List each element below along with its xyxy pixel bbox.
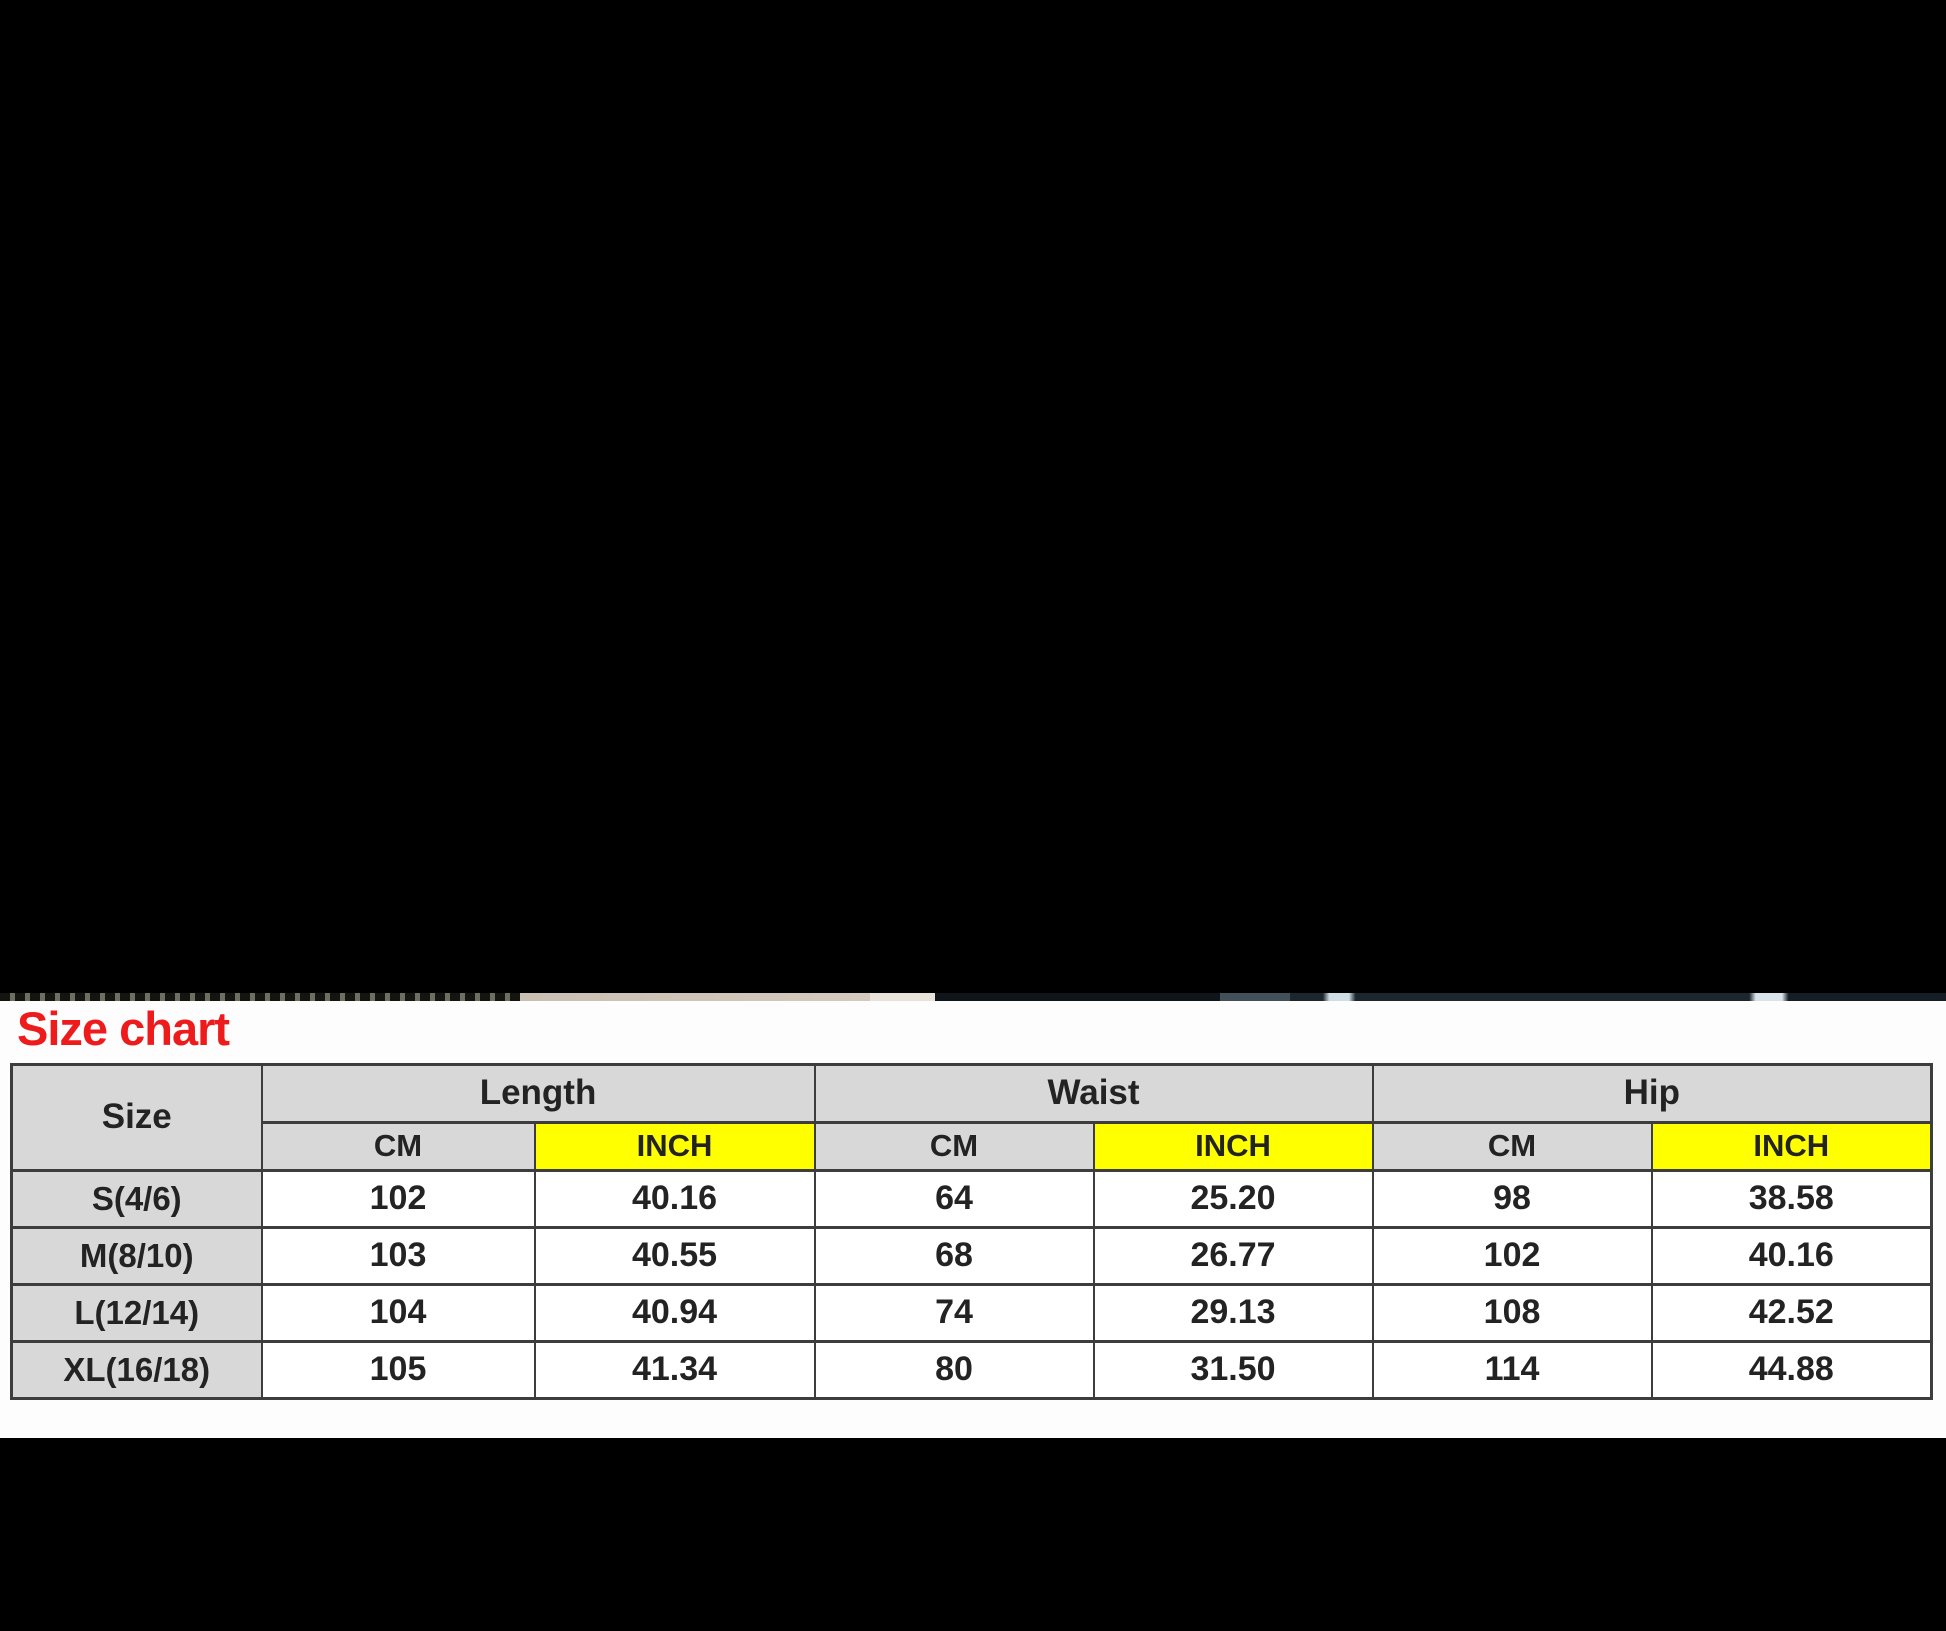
size-chart-table: Size Length Waist Hip CM INCH CM INCH CM… (10, 1062, 1934, 1400)
length-cm-cell: 104 (260, 1282, 536, 1343)
size-cell: L(12/14) (10, 1282, 263, 1343)
hip-cm-cell: 114 (1371, 1339, 1653, 1400)
length-cm-cell: 105 (260, 1339, 536, 1400)
waist-cm-cell: 74 (813, 1282, 1095, 1343)
waist-cm-cell: 80 (813, 1339, 1095, 1400)
waist-group-header: Waist (813, 1062, 1374, 1124)
photo-edge-artifact-strip (0, 993, 1946, 1001)
length-inch-cell: 40.16 (533, 1168, 816, 1229)
hip-cm-header: CM (1371, 1120, 1653, 1172)
waist-cm-cell: 68 (813, 1225, 1095, 1286)
waist-inch-cell: 29.13 (1092, 1282, 1374, 1343)
length-cm-cell: 102 (260, 1168, 536, 1229)
size-chart-title: Size chart (17, 1002, 230, 1055)
length-inch-header: INCH (533, 1120, 816, 1172)
length-cm-cell: 103 (260, 1225, 536, 1286)
table-unit-header-row: CM INCH CM INCH CM INCH (12, 1120, 1933, 1172)
hip-inch-cell: 44.88 (1650, 1339, 1933, 1400)
photo-edge-segment (0, 993, 520, 1001)
photo-edge-segment (870, 993, 935, 1001)
waist-inch-header: INCH (1092, 1120, 1374, 1172)
waist-cm-cell: 64 (813, 1168, 1095, 1229)
table-row-l: L(12/14) 104 40.94 74 29.13 108 42.52 (10, 1282, 1933, 1343)
hip-cm-cell: 98 (1371, 1168, 1653, 1229)
photo-edge-segment (935, 993, 1220, 1001)
length-inch-cell: 40.94 (533, 1282, 816, 1343)
table-row-xl: XL(16/18) 105 41.34 80 31.50 114 44.88 (10, 1339, 1933, 1400)
table-row-s: S(4/6) 102 40.16 64 25.20 98 38.58 (10, 1168, 1933, 1229)
hip-inch-cell: 40.16 (1650, 1225, 1933, 1286)
waist-inch-cell: 26.77 (1092, 1225, 1374, 1286)
table-group-header-row: Size Length Waist Hip (10, 1062, 1933, 1172)
waist-inch-cell: 31.50 (1092, 1339, 1374, 1400)
length-group-header: Length (260, 1062, 816, 1124)
photo-edge-segment (1290, 993, 1946, 1001)
length-cm-header: CM (260, 1120, 536, 1172)
waist-inch-cell: 25.20 (1092, 1168, 1374, 1229)
hip-inch-cell: 42.52 (1650, 1282, 1933, 1343)
hip-cm-cell: 108 (1371, 1282, 1653, 1343)
photo-edge-segment (1220, 993, 1290, 1001)
size-cell: M(8/10) (10, 1225, 263, 1286)
size-cell: S(4/6) (10, 1168, 263, 1229)
hip-cm-cell: 102 (1371, 1225, 1653, 1286)
top-black-region (0, 0, 1946, 993)
hip-inch-header: INCH (1650, 1120, 1933, 1172)
table-row-m: M(8/10) 103 40.55 68 26.77 102 40.16 (10, 1225, 1933, 1286)
waist-cm-header: CM (813, 1120, 1095, 1172)
size-cell: XL(16/18) (10, 1339, 263, 1400)
hip-inch-cell: 38.58 (1650, 1168, 1933, 1229)
bottom-black-region (0, 1438, 1946, 1631)
hip-group-header: Hip (1371, 1062, 1933, 1124)
size-chart-section: Size chart Size Length Waist Hip CM INCH… (0, 1001, 1946, 1438)
length-inch-cell: 40.55 (533, 1225, 816, 1286)
length-inch-cell: 41.34 (533, 1339, 816, 1400)
size-column-header: Size (10, 1062, 263, 1172)
photo-edge-segment (520, 993, 870, 1001)
